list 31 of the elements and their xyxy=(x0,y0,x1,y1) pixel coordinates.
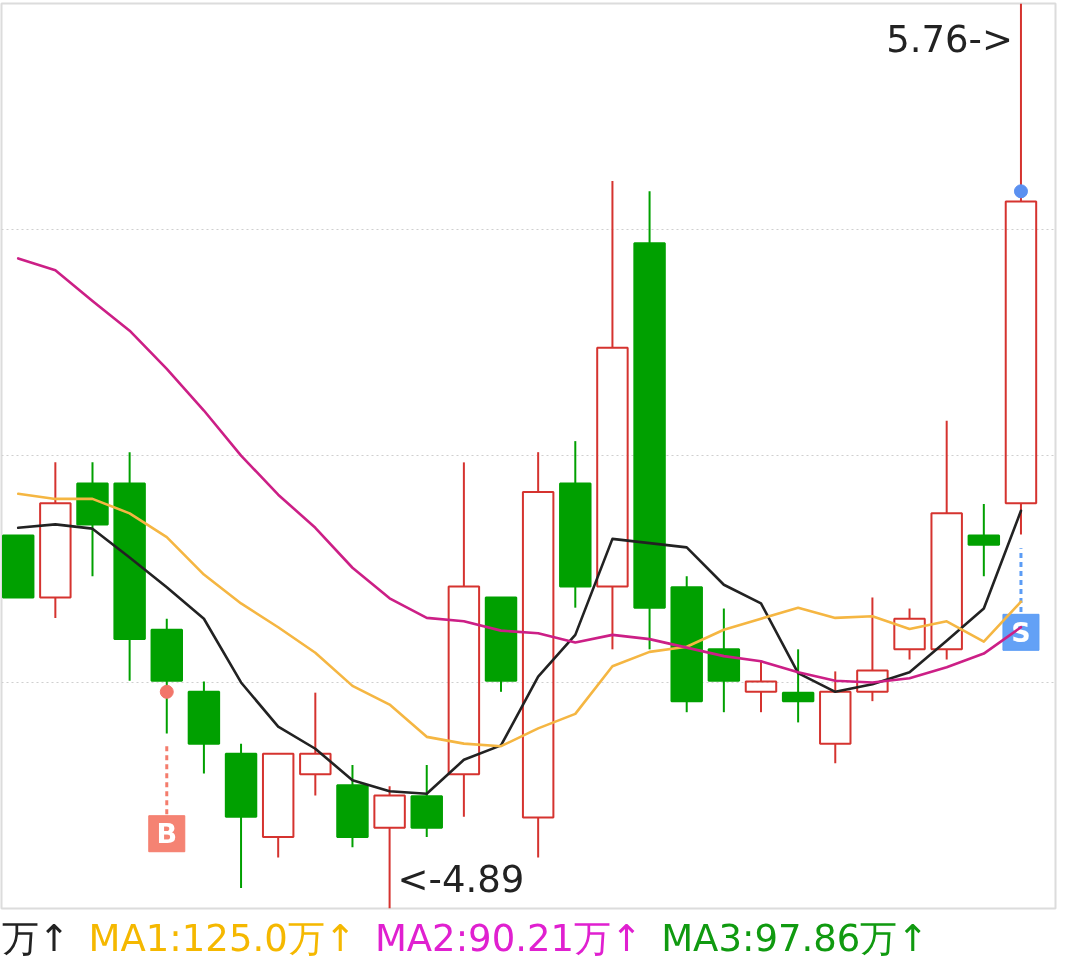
candlestick xyxy=(113,451,146,682)
candlestick xyxy=(224,742,258,890)
candlestick xyxy=(596,180,629,651)
candlestick xyxy=(633,190,666,651)
candlestick xyxy=(707,607,741,714)
candlestick xyxy=(781,648,815,724)
text: MA1:125.0万↑ xyxy=(88,917,356,960)
candlestick xyxy=(336,763,369,849)
candlestick xyxy=(187,680,221,775)
candlestick xyxy=(893,607,926,661)
annotation: 5.76-> xyxy=(886,17,1013,61)
candlestick xyxy=(447,461,481,818)
point xyxy=(1013,184,1028,199)
point xyxy=(159,684,174,699)
data-label: B xyxy=(156,818,178,850)
candlestick xyxy=(819,670,852,765)
candlestick xyxy=(76,461,109,578)
candlestick xyxy=(670,575,703,714)
data-label: S xyxy=(1011,616,1031,648)
text: 万↑ xyxy=(1,917,70,960)
candlestick xyxy=(39,461,72,619)
candlestick xyxy=(967,503,1001,578)
candlestick xyxy=(299,691,332,797)
candlestick xyxy=(150,617,183,735)
candlestick xyxy=(559,440,592,609)
text: MA2:90.21万↑ xyxy=(374,917,643,960)
annotation: <-4.89 xyxy=(397,857,525,901)
text: MA3:97.86万↑ xyxy=(661,917,929,960)
candlestick xyxy=(521,451,555,859)
candlestick xyxy=(930,419,963,661)
candlestick xyxy=(744,660,778,714)
